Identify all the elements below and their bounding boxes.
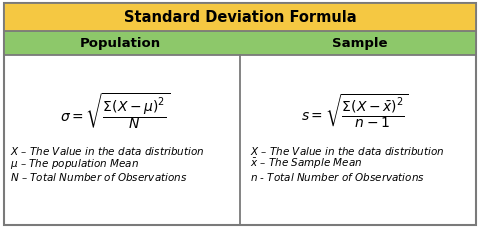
Text: Standard Deviation Formula: Standard Deviation Formula <box>124 11 356 25</box>
Text: $s = \sqrt{\dfrac{\Sigma(X - \bar{x})^2}{n - 1}}$: $s = \sqrt{\dfrac{\Sigma(X - \bar{x})^2}… <box>301 92 408 129</box>
Text: $n$ - Total Number of Observations: $n$ - Total Number of Observations <box>250 170 425 182</box>
Text: Sample: Sample <box>332 37 388 50</box>
Text: $\bar{x}$ – The Sample Mean: $\bar{x}$ – The Sample Mean <box>250 156 362 170</box>
Bar <box>4 32 476 56</box>
Text: Population: Population <box>79 37 161 50</box>
Text: $X$ – The Value in the data distribution: $X$ – The Value in the data distribution <box>10 144 204 156</box>
Bar <box>4 4 476 32</box>
Text: $X$ – The Value in the data distribution: $X$ – The Value in the data distribution <box>250 144 444 156</box>
Text: $\sigma = \sqrt{\dfrac{\Sigma(X - \mu)^2}{N}}$: $\sigma = \sqrt{\dfrac{\Sigma(X - \mu)^2… <box>60 91 170 130</box>
Text: $N$ – Total Number of Observations: $N$ – Total Number of Observations <box>10 170 188 182</box>
Text: $\mu$ – The population Mean: $\mu$ – The population Mean <box>10 156 139 170</box>
